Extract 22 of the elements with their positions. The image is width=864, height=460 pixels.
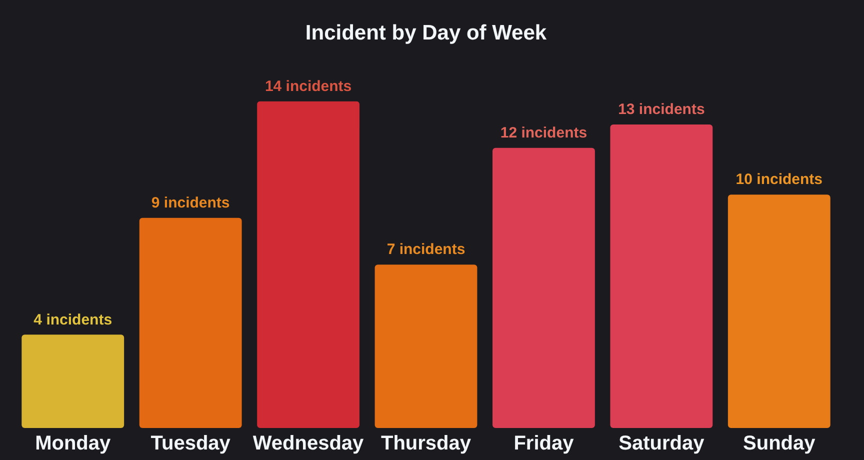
bar — [492, 148, 595, 428]
x-tick-label: Wednesday — [252, 432, 365, 455]
bar — [728, 194, 830, 428]
data-label: 4 incidents — [34, 311, 112, 328]
bar — [22, 334, 124, 428]
bar — [139, 218, 242, 428]
x-tick-label: Thursday — [380, 432, 472, 455]
x-tick-label: Monday — [35, 432, 112, 455]
chart-title: Incident by Day of Week — [305, 21, 547, 44]
bar — [257, 101, 360, 428]
data-label: 10 incidents — [736, 171, 822, 188]
x-tick-label: Tuesday — [150, 432, 232, 455]
data-label: 7 incidents — [386, 241, 466, 258]
x-tick-label: Sunday — [743, 432, 816, 455]
data-label: 14 incidents — [264, 78, 352, 95]
data-label: 13 incidents — [618, 101, 705, 118]
bar — [374, 264, 478, 428]
x-tick-label: Saturday — [618, 432, 706, 455]
bar — [610, 124, 713, 428]
data-label: 9 incidents — [151, 194, 230, 212]
x-tick-label: Friday — [514, 432, 575, 455]
data-label: 12 incidents — [500, 124, 588, 142]
